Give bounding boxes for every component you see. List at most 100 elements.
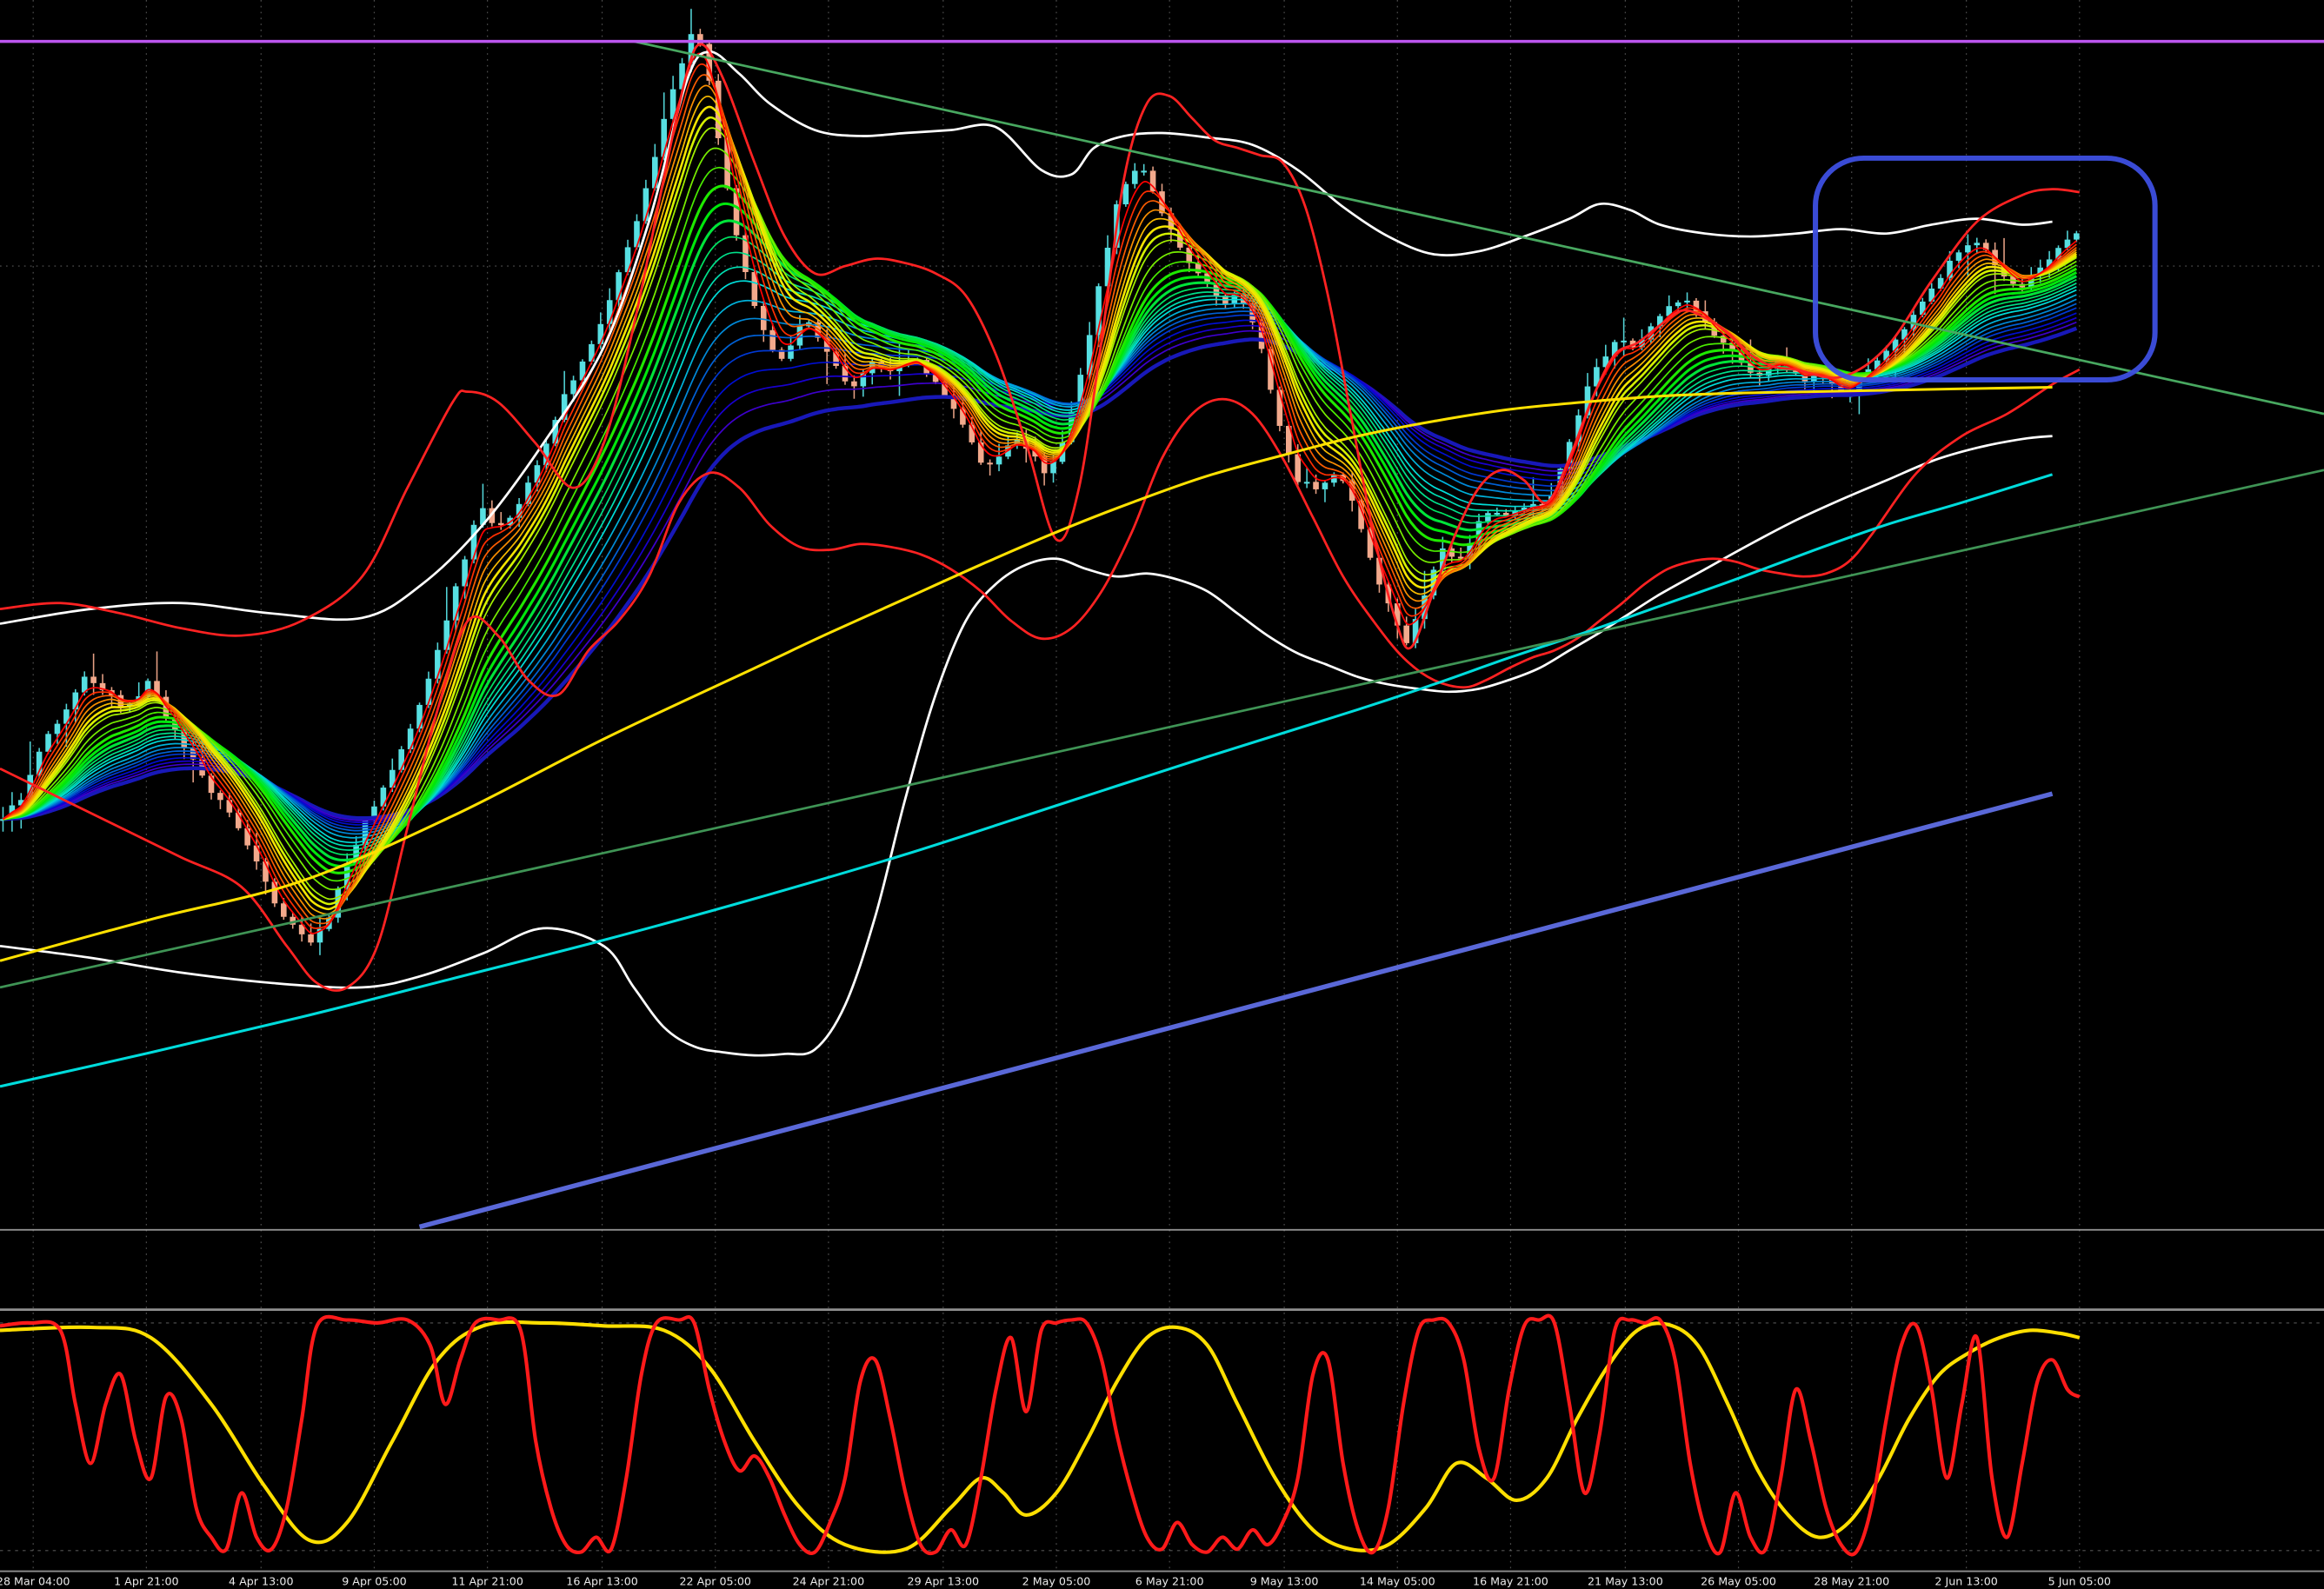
- candle-body: [81, 676, 88, 693]
- candle-body: [1448, 548, 1455, 557]
- candle-body: [1159, 191, 1165, 214]
- candle-body: [706, 43, 713, 81]
- candle-body: [1095, 286, 1102, 336]
- candle-body: [724, 137, 730, 189]
- candle-body: [1874, 360, 1881, 369]
- candle-body: [1376, 557, 1382, 585]
- time-axis-label: 11 Apr 21:00: [451, 1575, 523, 1588]
- candle-body: [0, 819, 6, 821]
- candle-body: [1041, 456, 1048, 474]
- candle-body: [1475, 521, 1482, 543]
- candle-body: [1621, 340, 1627, 342]
- bands-layer: [0, 43, 2081, 1088]
- candle-body: [407, 728, 414, 749]
- candle-body: [54, 723, 61, 735]
- candle-body: [1249, 303, 1255, 322]
- candle-body: [1322, 482, 1328, 489]
- candle-body: [1675, 302, 1681, 307]
- candle-body: [1666, 306, 1672, 316]
- candle-body: [534, 465, 541, 483]
- trendline-ascending-green[interactable]: [0, 469, 2324, 989]
- candle-body: [36, 751, 43, 775]
- candle-body: [172, 718, 178, 730]
- time-axis-label: 26 May 05:00: [1701, 1575, 1776, 1588]
- candle-body: [1104, 247, 1111, 287]
- candle-body: [154, 681, 160, 697]
- time-axis-label: 2 Jun 13:00: [1934, 1575, 1997, 1588]
- candle-body: [778, 349, 785, 359]
- candle-body: [661, 118, 668, 157]
- candle-body: [1258, 322, 1265, 349]
- candle-body: [1086, 335, 1093, 376]
- candle-body: [634, 221, 640, 248]
- candle-body: [1575, 415, 1582, 442]
- candle-body: [435, 649, 441, 679]
- candle-body: [1286, 425, 1292, 455]
- candle-body: [1502, 513, 1509, 515]
- candle-body: [1982, 243, 1989, 250]
- trendline-ascending-blue[interactable]: [418, 791, 2054, 1230]
- candle-body: [281, 903, 287, 917]
- candle-body: [579, 361, 586, 381]
- candle-body: [679, 63, 685, 90]
- candle-body: [1965, 245, 1971, 253]
- candle-body: [860, 373, 867, 387]
- candle-body: [2055, 248, 2061, 260]
- candle-body: [72, 692, 79, 710]
- candle-body: [1295, 454, 1302, 482]
- candle-body: [443, 620, 450, 650]
- separator-layer: [0, 1228, 2324, 1572]
- candle-body: [1131, 170, 1138, 184]
- candle-body: [1276, 389, 1283, 426]
- candle-body: [1412, 619, 1419, 643]
- time-axis-label: 16 Apr 13:00: [566, 1575, 638, 1588]
- candle-body: [316, 928, 323, 943]
- candle-body: [842, 365, 849, 382]
- candle-body: [389, 769, 396, 788]
- candle-body: [1801, 373, 1808, 382]
- candle-body: [769, 329, 776, 350]
- candle-body: [833, 351, 839, 366]
- candle-body: [942, 382, 948, 396]
- candle-body: [1711, 322, 1718, 336]
- candle-body: [1186, 247, 1193, 263]
- candle-body: [1457, 556, 1464, 559]
- candle-body: [570, 380, 576, 395]
- candle-body: [589, 343, 595, 362]
- candle-body: [1947, 260, 1953, 278]
- candle-body: [90, 676, 97, 683]
- candle-body: [643, 188, 649, 222]
- candle-body: [823, 337, 830, 352]
- candle-body: [462, 559, 468, 587]
- candle-body: [126, 703, 133, 708]
- time-axis-label: 21 May 13:00: [1588, 1575, 1663, 1588]
- candle-body: [1050, 462, 1056, 474]
- candle-body: [1920, 301, 1926, 316]
- candle-body: [290, 916, 296, 925]
- candle-body: [1077, 375, 1084, 412]
- candles-layer: [0, 9, 2080, 955]
- candle-body: [235, 812, 242, 828]
- candle-body: [497, 522, 504, 526]
- time-axis-label: 28 Mar 04:00: [0, 1575, 70, 1588]
- candle-body: [1693, 300, 1700, 312]
- candle-body: [371, 806, 377, 821]
- annotation-rounded-box[interactable]: [1813, 155, 2158, 382]
- candle-body: [2028, 276, 2034, 288]
- candle-body: [253, 845, 260, 862]
- candle-body: [1883, 350, 1889, 361]
- candle-body: [987, 462, 993, 465]
- candle-body: [244, 828, 250, 846]
- trendlines-layer: [0, 39, 2324, 1230]
- candle-body: [452, 586, 459, 621]
- candle-body: [1937, 277, 1944, 289]
- trendline-descending-green[interactable]: [633, 40, 2324, 416]
- candle-body: [45, 734, 51, 752]
- candle-body: [2074, 233, 2080, 240]
- candle-body: [606, 300, 613, 324]
- candle-body: [1331, 475, 1337, 483]
- candle-body: [1748, 362, 1754, 373]
